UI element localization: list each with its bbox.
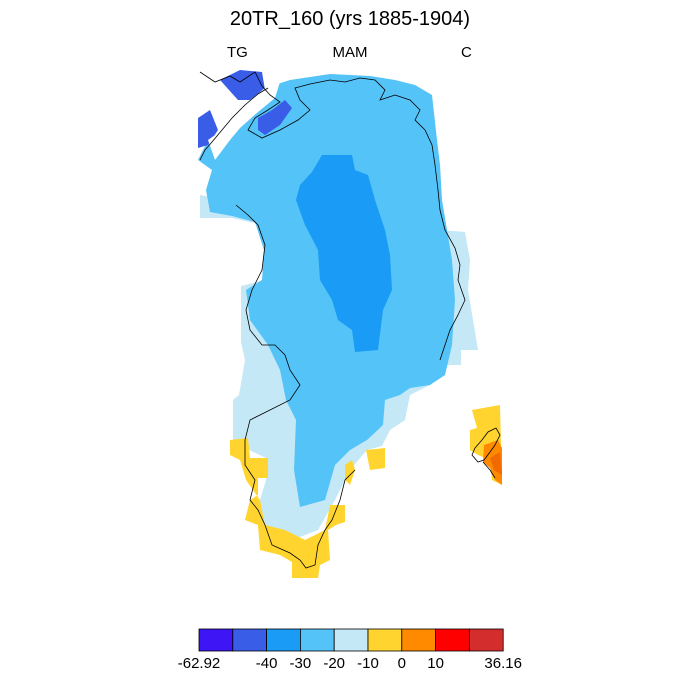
colorbar-tick-label: 36.16 (484, 655, 522, 672)
region-dark-blue-1 (220, 70, 265, 100)
colorbar-swatch (333, 628, 369, 652)
colorbar-tick-label: -62.92 (177, 655, 221, 672)
colorbar-swatch (468, 628, 504, 652)
region-medium-blue (296, 155, 392, 352)
coastline (199, 71, 501, 569)
colorbar-swatch (401, 628, 436, 652)
region-yellow-south (230, 438, 345, 578)
colorbar-swatch (266, 628, 301, 652)
region-dark-blue-2 (198, 110, 218, 148)
colorbar-tick-label: -40 (255, 655, 278, 672)
season-label: MAM (332, 44, 368, 61)
colorbar-tick-label: -10 (357, 655, 379, 672)
region-dark-orange-east (490, 452, 502, 475)
colorbar-swatch (367, 628, 403, 652)
region-dark-blue-3 (258, 100, 292, 135)
colorbar (198, 628, 504, 652)
units-label: C (461, 44, 472, 61)
colorbar-tick-label: -20 (323, 655, 346, 672)
colorbar-tick-label: -30 (289, 655, 312, 672)
region-yellow-south-2 (345, 460, 355, 485)
variable-label: TG (227, 44, 248, 61)
colorbar-swatch (232, 628, 268, 652)
region-yellow-south-3 (366, 448, 385, 470)
ocean-inlet-nw-2 (208, 82, 280, 160)
colorbar-tick-label: 10 (427, 655, 444, 672)
colorbar-swatch (299, 628, 335, 652)
colorbar-tick-label: 0 (397, 655, 406, 672)
map-title: 20TR_160 (yrs 1885-1904) (229, 8, 471, 30)
colorbar-swatch (198, 628, 234, 652)
colorbar-swatch (435, 628, 470, 652)
